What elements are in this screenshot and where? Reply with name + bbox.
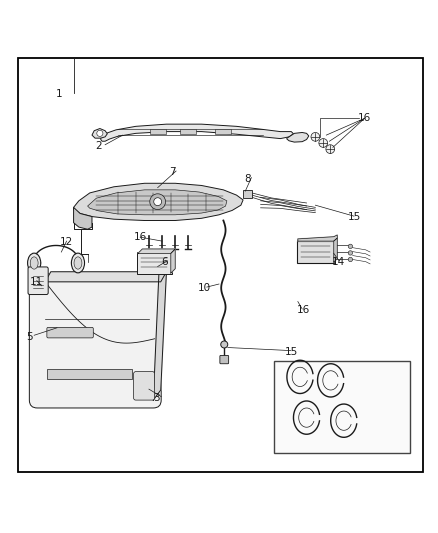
FancyBboxPatch shape	[137, 253, 172, 274]
FancyBboxPatch shape	[274, 361, 410, 453]
FancyBboxPatch shape	[47, 369, 132, 379]
FancyBboxPatch shape	[29, 274, 161, 408]
Text: 6: 6	[161, 257, 168, 267]
FancyBboxPatch shape	[297, 241, 334, 263]
Text: 16: 16	[358, 114, 371, 124]
Text: 14: 14	[332, 257, 345, 267]
Polygon shape	[138, 249, 175, 253]
Circle shape	[319, 139, 328, 147]
Ellipse shape	[28, 253, 41, 273]
Text: 5: 5	[26, 332, 33, 342]
Text: 15: 15	[285, 347, 298, 357]
Circle shape	[348, 257, 353, 262]
FancyBboxPatch shape	[215, 130, 231, 134]
Polygon shape	[74, 207, 92, 229]
Polygon shape	[92, 128, 107, 138]
Text: 15: 15	[348, 212, 361, 222]
Text: 16: 16	[297, 305, 310, 316]
FancyBboxPatch shape	[28, 267, 48, 295]
Ellipse shape	[71, 253, 85, 273]
Text: 3: 3	[153, 393, 160, 403]
Polygon shape	[287, 133, 309, 142]
Polygon shape	[153, 272, 166, 400]
Polygon shape	[88, 190, 227, 215]
FancyBboxPatch shape	[180, 130, 196, 134]
Circle shape	[154, 198, 162, 206]
Text: 7: 7	[169, 167, 175, 177]
Circle shape	[221, 341, 228, 348]
Polygon shape	[298, 235, 337, 241]
FancyBboxPatch shape	[134, 372, 155, 400]
Polygon shape	[45, 272, 166, 282]
Circle shape	[150, 194, 166, 209]
Circle shape	[326, 145, 335, 154]
Circle shape	[97, 130, 103, 136]
Text: 8: 8	[244, 174, 251, 184]
FancyBboxPatch shape	[150, 130, 166, 134]
FancyBboxPatch shape	[220, 356, 229, 364]
Text: 2: 2	[95, 141, 102, 151]
Text: 11: 11	[29, 277, 42, 287]
Text: 16: 16	[134, 232, 147, 242]
Polygon shape	[101, 124, 293, 141]
FancyBboxPatch shape	[47, 327, 93, 338]
Text: 12: 12	[60, 237, 73, 247]
Polygon shape	[334, 238, 337, 262]
Circle shape	[311, 133, 320, 141]
Polygon shape	[171, 249, 175, 273]
Text: 10: 10	[198, 284, 211, 293]
Circle shape	[348, 251, 353, 255]
Ellipse shape	[30, 257, 38, 269]
Polygon shape	[74, 183, 243, 221]
Ellipse shape	[74, 257, 82, 269]
FancyBboxPatch shape	[243, 190, 252, 198]
Circle shape	[348, 244, 353, 248]
Text: 1: 1	[56, 90, 63, 99]
